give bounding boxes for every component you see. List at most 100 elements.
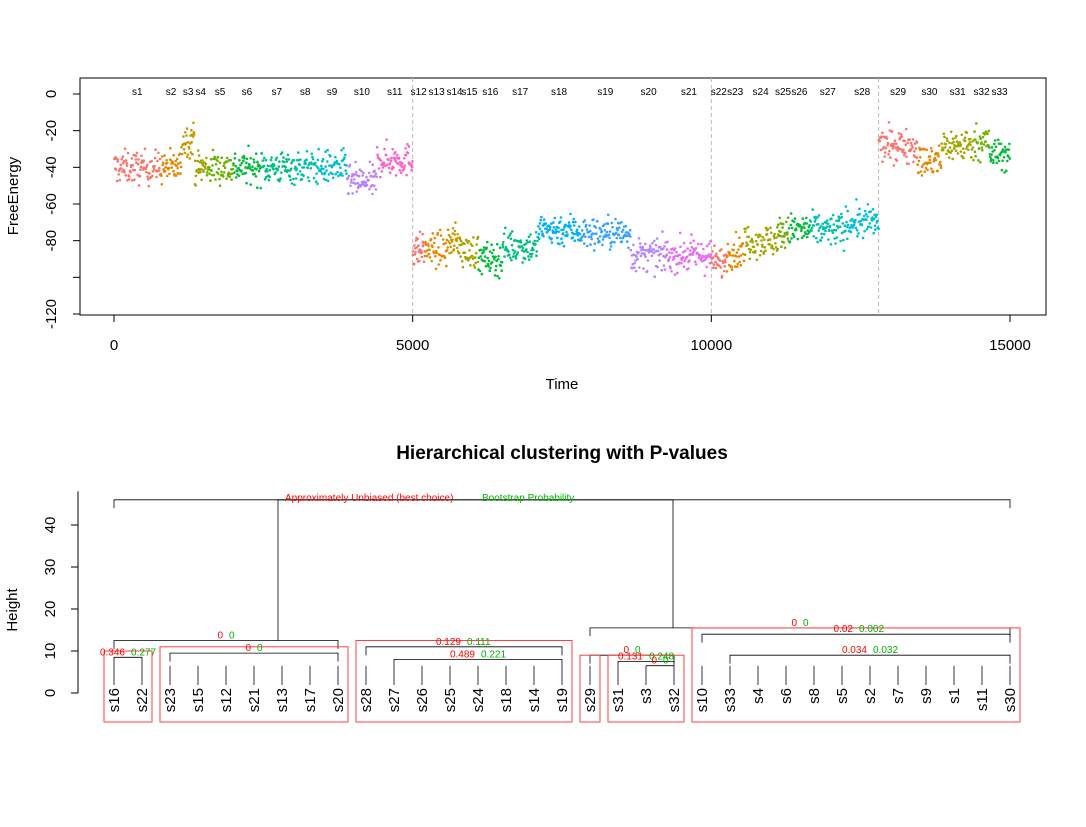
timeseries-y-axis: 0 -20 -40 -60 -80 -120 bbox=[43, 90, 80, 329]
data-point bbox=[480, 272, 484, 276]
data-point bbox=[854, 218, 857, 222]
segment-points-s17 bbox=[501, 226, 539, 264]
data-point bbox=[860, 223, 864, 227]
data-point bbox=[424, 250, 428, 253]
data-point bbox=[455, 239, 459, 243]
data-point bbox=[886, 141, 890, 145]
data-point bbox=[541, 232, 544, 236]
data-point bbox=[650, 250, 653, 253]
segment-points-s31 bbox=[940, 130, 976, 162]
data-point bbox=[917, 159, 921, 163]
data-point bbox=[690, 245, 694, 249]
data-point bbox=[766, 227, 770, 231]
data-point bbox=[929, 147, 933, 150]
data-point bbox=[387, 166, 391, 170]
data-point bbox=[188, 147, 191, 150]
data-point bbox=[360, 170, 363, 173]
data-point bbox=[266, 164, 270, 167]
data-point bbox=[445, 264, 448, 268]
data-point bbox=[536, 239, 539, 243]
data-point bbox=[576, 233, 580, 237]
data-point bbox=[754, 239, 758, 243]
segment-label-s20: s20 bbox=[641, 87, 658, 98]
data-point bbox=[962, 156, 965, 160]
data-point bbox=[820, 236, 824, 239]
leaf-label-s15: s15 bbox=[190, 688, 207, 712]
data-point bbox=[512, 255, 515, 258]
data-point bbox=[427, 244, 430, 248]
leaf-label-s6: s6 bbox=[778, 688, 795, 704]
segment-points-s7 bbox=[259, 151, 295, 190]
segment-points-s12 bbox=[411, 230, 426, 266]
data-point bbox=[754, 249, 757, 253]
data-point bbox=[862, 214, 866, 218]
y-tick-label: 40 bbox=[42, 517, 59, 534]
segment-label-s6: s6 bbox=[242, 87, 253, 98]
data-point bbox=[738, 260, 741, 264]
data-point bbox=[850, 217, 854, 221]
y-tick-label: -80 bbox=[43, 230, 60, 252]
data-point bbox=[567, 221, 571, 224]
data-point bbox=[382, 161, 386, 165]
data-point bbox=[135, 151, 139, 155]
data-point bbox=[447, 233, 451, 237]
data-point bbox=[841, 222, 844, 225]
data-point bbox=[821, 222, 825, 226]
data-point bbox=[654, 243, 658, 247]
data-point bbox=[537, 232, 541, 236]
data-point bbox=[610, 221, 614, 225]
x-tick-label: 0 bbox=[110, 337, 118, 354]
data-point bbox=[164, 169, 167, 173]
data-point bbox=[720, 248, 723, 251]
data-point bbox=[895, 142, 898, 145]
data-point bbox=[238, 158, 241, 162]
bp-p-value: 0.032 bbox=[873, 645, 898, 656]
data-point bbox=[782, 241, 786, 244]
data-point bbox=[934, 158, 938, 162]
data-point bbox=[842, 249, 846, 253]
data-point bbox=[609, 245, 613, 248]
data-point bbox=[460, 259, 464, 263]
data-point bbox=[392, 166, 395, 169]
data-point bbox=[302, 174, 305, 178]
data-point bbox=[503, 255, 506, 258]
data-point bbox=[570, 228, 573, 231]
data-point bbox=[358, 168, 362, 171]
data-point bbox=[725, 270, 729, 273]
data-point bbox=[828, 224, 832, 228]
data-point bbox=[427, 252, 431, 256]
data-point bbox=[573, 239, 577, 242]
data-point bbox=[886, 144, 889, 147]
data-point bbox=[413, 244, 416, 247]
dendrogram-leaf-labels: s16 s22 s23 s15 s12 s21 s13 s17 s20 s28 s27 s26 s25 s… bbox=[106, 688, 1019, 712]
data-point bbox=[740, 245, 743, 248]
data-point bbox=[170, 166, 174, 169]
data-point bbox=[720, 274, 724, 278]
data-point bbox=[843, 224, 847, 227]
data-point bbox=[530, 252, 534, 256]
data-point bbox=[124, 174, 127, 177]
data-point bbox=[787, 227, 791, 230]
data-point bbox=[211, 164, 214, 167]
data-point bbox=[175, 164, 178, 167]
data-point bbox=[137, 184, 141, 187]
data-point bbox=[484, 264, 488, 268]
data-point bbox=[125, 161, 128, 165]
data-point bbox=[691, 253, 694, 256]
data-point bbox=[314, 161, 317, 165]
data-point bbox=[212, 173, 216, 177]
data-point bbox=[449, 245, 453, 249]
data-point bbox=[705, 265, 708, 269]
data-point bbox=[445, 249, 449, 252]
data-point bbox=[444, 241, 447, 245]
data-point bbox=[722, 254, 726, 257]
data-point bbox=[526, 250, 529, 254]
data-point bbox=[253, 172, 256, 176]
data-point bbox=[166, 161, 169, 165]
data-point bbox=[398, 160, 402, 164]
data-point bbox=[655, 237, 659, 240]
data-point bbox=[223, 166, 227, 170]
dendrogram-title: Hierarchical clustering with P-values bbox=[396, 443, 728, 464]
data-point bbox=[757, 235, 760, 239]
